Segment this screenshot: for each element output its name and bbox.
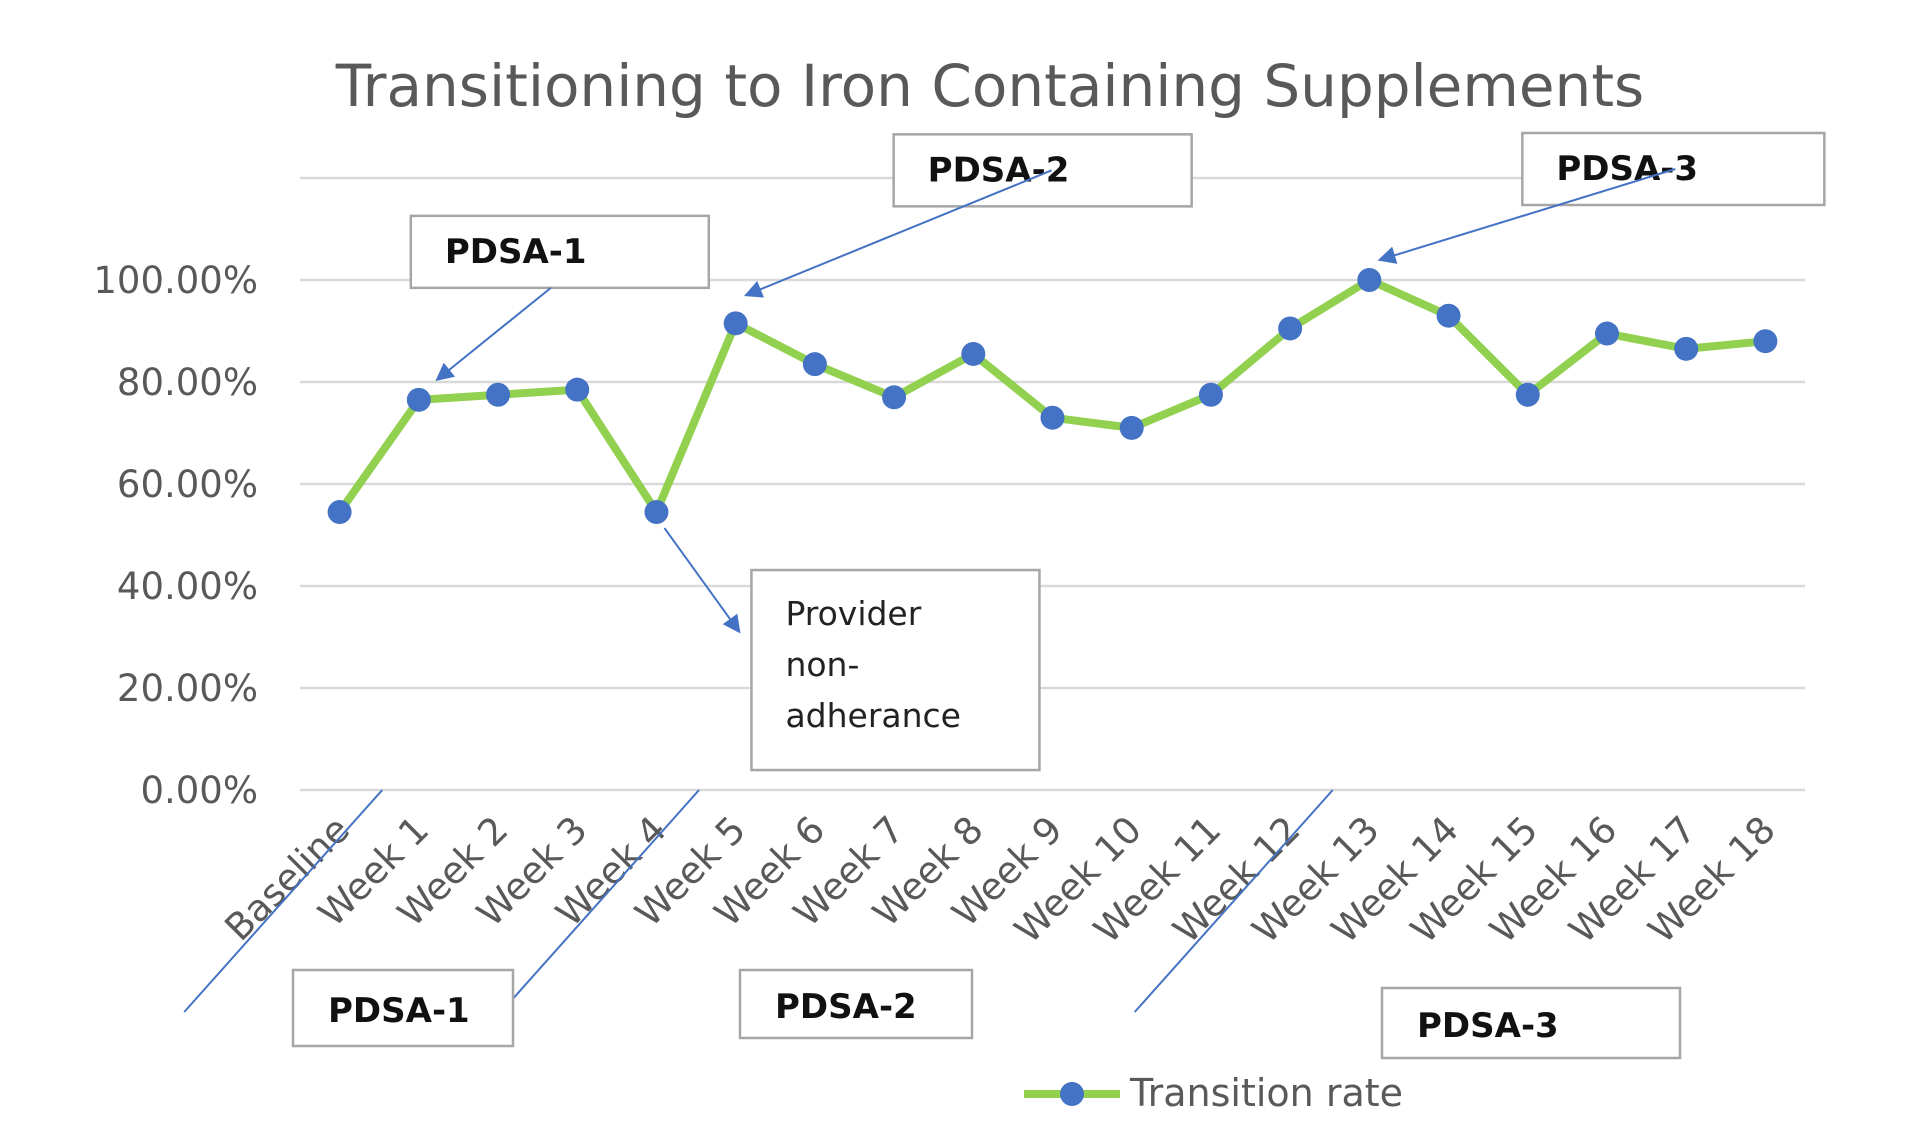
annotations: PDSA-1 PDSA-2 PDSA-3 Provider non-adherance P… [291,131,1826,1060]
y-tick-label: 80.00% [117,361,258,404]
data-point [1594,321,1619,346]
phase-label: PDSA-3 [1417,1006,1559,1046]
phase-label-box [1380,986,1682,1060]
note-arrow [663,527,741,634]
data-point [1436,303,1461,328]
callout-arrow [1377,168,1676,264]
y-tick-label: 40.00% [117,565,258,608]
callout-label: PDSA-2 [928,150,1070,190]
series-transition-rate [327,268,1778,525]
note-line: Provider [785,594,921,633]
y-axis-ticks: 0.00% 20.00% 40.00% 60.00% 80.00% 100.00% [93,259,258,812]
data-point [1674,336,1699,361]
note-line: adherance [785,696,961,735]
data-point [1753,329,1778,354]
data-point [1198,382,1223,407]
callout-label: PDSA-1 [445,232,587,272]
phase-label: PDSA-1 [328,991,470,1031]
data-point [644,500,669,525]
phase-dividers [183,789,1334,1013]
data-point [1515,382,1540,407]
callout-box [409,214,711,290]
note-line: non- [785,645,859,684]
note-box [750,568,1041,772]
data-point [1040,405,1065,430]
chart-title: Transitioning to Iron Containing Supplem… [335,52,1645,120]
data-point [565,377,590,402]
y-tick-label: 0.00% [140,769,258,812]
data-point [1119,415,1144,440]
y-tick-label: 60.00% [117,463,258,506]
data-point [961,341,986,366]
legend-label: Transition rate [1129,1071,1403,1115]
phase-divider-line [500,789,700,1013]
phase-divider-line [183,789,383,1013]
data-point [406,387,431,412]
phase-divider-line [1133,789,1334,1013]
legend: Transition rate [1024,1071,1403,1115]
callout-arrow [743,169,1053,298]
legend-marker-swatch [1060,1082,1084,1106]
data-point [327,500,352,525]
data-point [723,311,748,336]
data-point [486,382,511,407]
series-line [335,276,1770,517]
callout-arrow [435,287,552,381]
phase-label: PDSA-2 [775,987,917,1027]
data-point [802,352,827,377]
callout-box [892,133,1193,208]
phase-label-box [738,968,974,1040]
y-tick-label: 100.00% [93,259,258,302]
data-point [882,385,907,410]
phase-label-box [291,968,515,1048]
y-tick-label: 20.00% [117,667,258,710]
data-point [1278,316,1303,341]
data-point [1357,268,1382,292]
